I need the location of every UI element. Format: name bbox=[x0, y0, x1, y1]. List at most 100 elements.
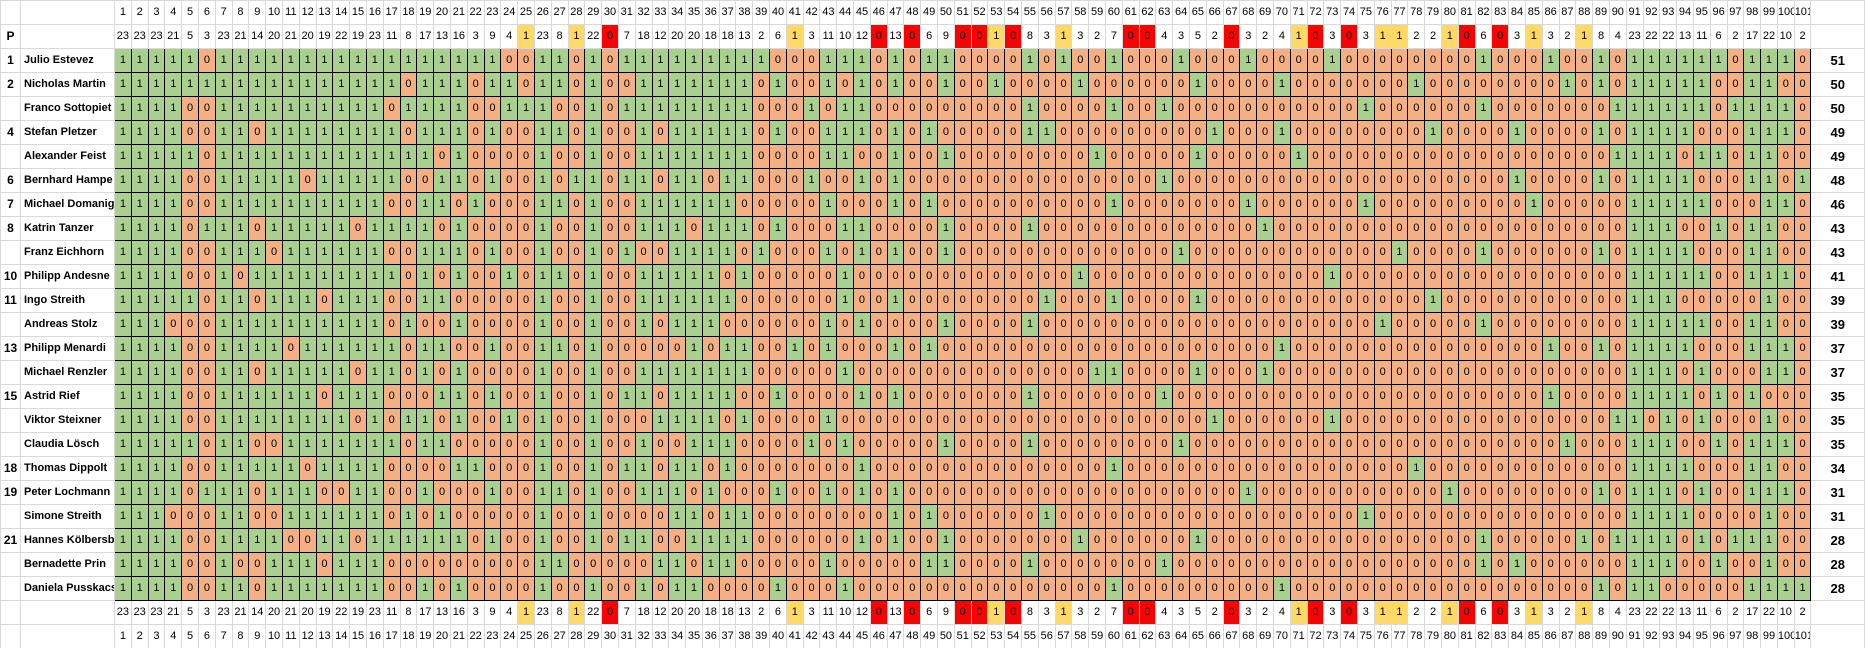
answer-cell: 1 bbox=[114, 552, 132, 577]
answer-cell: 1 bbox=[651, 72, 670, 97]
answer-cell: 0 bbox=[987, 240, 1006, 265]
answer-cell: 0 bbox=[970, 360, 989, 385]
answer-cell: 0 bbox=[1054, 384, 1073, 409]
player-total: 50 bbox=[1810, 96, 1865, 121]
answer-cell: 0 bbox=[1440, 72, 1459, 97]
player-total: 28 bbox=[1810, 576, 1865, 601]
answer-cell: 0 bbox=[1524, 72, 1543, 97]
answer-cell: 1 bbox=[382, 72, 401, 97]
answer-cell: 0 bbox=[181, 576, 199, 601]
answer-cell: 0 bbox=[1037, 72, 1056, 97]
correct-count: 23 bbox=[533, 600, 552, 625]
answer-cell: 0 bbox=[1189, 168, 1207, 193]
player-name: Daniela Pusskacs bbox=[20, 576, 115, 601]
answer-cell: 0 bbox=[567, 48, 586, 73]
answer-cell: 1 bbox=[1625, 336, 1644, 361]
answer-cell: 0 bbox=[735, 240, 754, 265]
question-number: 43 bbox=[819, 0, 838, 25]
answer-cell: 1 bbox=[533, 312, 552, 337]
answer-cell: 0 bbox=[836, 192, 855, 217]
answer-cell: 1 bbox=[298, 552, 317, 577]
answer-cell: 1 bbox=[315, 48, 334, 73]
answer-cell: 0 bbox=[1289, 312, 1308, 337]
answer-cell: 0 bbox=[1004, 264, 1023, 289]
answer-cell: 1 bbox=[886, 336, 905, 361]
answer-cell: 0 bbox=[1726, 192, 1745, 217]
answer-cell: 0 bbox=[332, 480, 351, 505]
answer-cell: 1 bbox=[449, 264, 468, 289]
answer-cell: 0 bbox=[1491, 144, 1510, 169]
question-number: 24 bbox=[500, 624, 519, 648]
answer-cell: 1 bbox=[449, 72, 468, 97]
answer-cell: 0 bbox=[1491, 384, 1510, 409]
answer-cell: 0 bbox=[1407, 192, 1426, 217]
answer-cell: 1 bbox=[651, 48, 670, 73]
answer-cell: 1 bbox=[483, 120, 502, 145]
answer-cell: 1 bbox=[1642, 384, 1661, 409]
answer-cell: 1 bbox=[181, 144, 199, 169]
answer-cell: 0 bbox=[1037, 48, 1056, 73]
answer-cell: 0 bbox=[785, 192, 804, 217]
answer-cell: 1 bbox=[1474, 48, 1493, 73]
question-number: 2 bbox=[130, 624, 149, 648]
answer-cell: 1 bbox=[416, 480, 435, 505]
answer-cell: 0 bbox=[735, 312, 754, 337]
blank-cell bbox=[0, 576, 21, 601]
correct-count: 16 bbox=[449, 600, 468, 625]
answer-cell: 0 bbox=[651, 120, 670, 145]
answer-cell: 0 bbox=[1793, 480, 1812, 505]
question-number: 49 bbox=[920, 0, 939, 25]
correct-count: 2 bbox=[1205, 600, 1224, 625]
answer-cell: 1 bbox=[365, 120, 384, 145]
question-number: 52 bbox=[970, 624, 989, 648]
answer-cell: 0 bbox=[903, 480, 922, 505]
answer-cell: 1 bbox=[365, 552, 384, 577]
answer-cell: 1 bbox=[550, 192, 569, 217]
answer-cell: 0 bbox=[399, 360, 418, 385]
answer-cell: 0 bbox=[1407, 240, 1426, 265]
answer-cell: 0 bbox=[634, 336, 653, 361]
question-number: 101 bbox=[1793, 0, 1812, 25]
answer-cell: 1 bbox=[214, 120, 233, 145]
answer-cell: 0 bbox=[1575, 48, 1594, 73]
answer-cell: 0 bbox=[1692, 384, 1711, 409]
answer-cell: 0 bbox=[1676, 216, 1694, 241]
answer-cell: 1 bbox=[1743, 96, 1762, 121]
answer-cell: 0 bbox=[181, 456, 199, 481]
player-total: 31 bbox=[1810, 480, 1865, 505]
answer-cell: 0 bbox=[1390, 144, 1409, 169]
answer-cell: 0 bbox=[1373, 384, 1392, 409]
correct-count: 0 bbox=[601, 600, 619, 625]
answer-cell: 0 bbox=[601, 120, 619, 145]
answer-cell: 1 bbox=[1592, 576, 1610, 601]
question-number: 14 bbox=[332, 624, 351, 648]
answer-cell: 1 bbox=[533, 288, 552, 313]
question-number: 93 bbox=[1659, 624, 1678, 648]
answer-cell: 0 bbox=[869, 528, 888, 553]
answer-cell: 0 bbox=[466, 528, 485, 553]
answer-cell: 0 bbox=[1088, 504, 1107, 529]
answer-cell: 0 bbox=[970, 552, 989, 577]
answer-cell: 1 bbox=[651, 216, 670, 241]
question-number: 52 bbox=[970, 0, 989, 25]
answer-cell: 1 bbox=[248, 72, 267, 97]
question-number: 76 bbox=[1373, 0, 1392, 25]
answer-cell: 1 bbox=[1105, 576, 1123, 601]
answer-cell: 0 bbox=[1004, 288, 1023, 313]
correct-count: 1 bbox=[785, 600, 804, 625]
question-number: 58 bbox=[1071, 0, 1090, 25]
answer-cell: 0 bbox=[466, 576, 485, 601]
correct-count: 18 bbox=[634, 24, 653, 49]
answer-cell: 0 bbox=[517, 456, 535, 481]
answer-cell: 0 bbox=[517, 552, 535, 577]
player-row: 1 Julio Estevez 1 1 1 1 1 0 1 1 1 1 1 1 1 1 1 1 1 1 1 1 1 1 1 0 0 1… bbox=[0, 48, 1865, 73]
answer-cell: 1 bbox=[164, 336, 183, 361]
answer-cell: 0 bbox=[181, 120, 199, 145]
answer-cell: 0 bbox=[1340, 192, 1358, 217]
answer-cell: 1 bbox=[365, 192, 384, 217]
answer-cell: 1 bbox=[853, 528, 871, 553]
answer-cell: 1 bbox=[1659, 408, 1678, 433]
answer-cell: 0 bbox=[567, 240, 586, 265]
answer-cell: 1 bbox=[231, 408, 250, 433]
answer-cell: 1 bbox=[1205, 120, 1224, 145]
